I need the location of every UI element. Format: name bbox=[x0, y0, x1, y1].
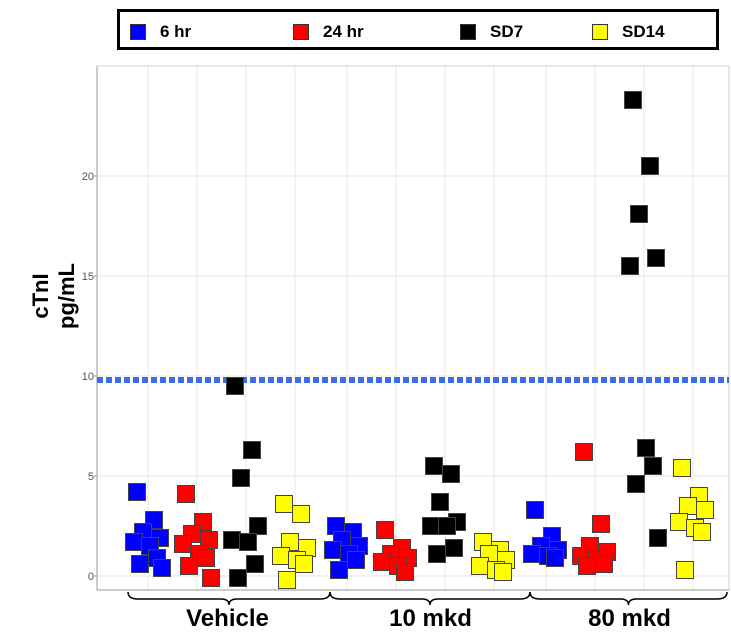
legend-label-sd14: SD14 bbox=[622, 22, 665, 41]
data-point-24hr-2-1 bbox=[592, 515, 610, 533]
data-point-SD7-1-7 bbox=[428, 545, 446, 563]
data-point-SD14-0-4 bbox=[272, 547, 290, 565]
data-point-SD7-0-5 bbox=[239, 533, 257, 551]
data-point-SD14-0-7 bbox=[278, 571, 296, 589]
y-axis-label-line-2: pg/mL bbox=[54, 263, 79, 329]
data-point-6hr-0-7 bbox=[131, 555, 149, 573]
data-point-24hr-1-0 bbox=[376, 521, 394, 539]
legend-item-6hr: 6 hr bbox=[130, 22, 191, 42]
group-brace-0 bbox=[127, 591, 331, 606]
data-point-6hr-0-8 bbox=[153, 559, 171, 577]
data-point-SD14-2-6 bbox=[693, 523, 711, 541]
data-point-6hr-2-4 bbox=[523, 545, 541, 563]
data-point-SD7-0-7 bbox=[229, 569, 247, 587]
legend-label-24hr: 24 hr bbox=[323, 22, 364, 41]
group-brace-2 bbox=[529, 591, 728, 606]
data-point-6hr-2-6 bbox=[546, 549, 564, 567]
data-point-SD14-0-1 bbox=[292, 505, 310, 523]
y-tick-label-20: 20 bbox=[82, 171, 94, 183]
data-point-SD7-2-4 bbox=[621, 257, 639, 275]
data-point-SD14-2-7 bbox=[676, 561, 694, 579]
data-point-24hr-0-8 bbox=[202, 569, 220, 587]
y-tick-label-10: 10 bbox=[82, 371, 94, 383]
data-point-SD7-1-1 bbox=[442, 465, 460, 483]
data-point-24hr-2-7 bbox=[578, 557, 596, 575]
data-point-6hr-1-4 bbox=[324, 541, 342, 559]
data-point-6hr-2-0 bbox=[526, 501, 544, 519]
data-point-SD14-0-0 bbox=[275, 495, 293, 513]
group-brace-1 bbox=[329, 591, 531, 606]
data-point-SD7-2-1 bbox=[641, 157, 659, 175]
data-point-SD7-0-2 bbox=[232, 469, 250, 487]
data-point-SD7-1-0 bbox=[425, 457, 443, 475]
legend-swatch-sd14 bbox=[592, 24, 608, 40]
data-point-SD7-2-0 bbox=[624, 91, 642, 109]
data-point-SD7-2-3 bbox=[647, 249, 665, 267]
data-point-6hr-0-4 bbox=[125, 533, 143, 551]
data-point-SD7-2-2 bbox=[630, 205, 648, 223]
data-point-SD14-1-4 bbox=[471, 557, 489, 575]
data-point-SD7-1-2 bbox=[431, 493, 449, 511]
group-label-10mkd: 10 mkd bbox=[389, 605, 472, 632]
data-point-SD14-2-3 bbox=[696, 501, 714, 519]
data-point-24hr-2-6 bbox=[595, 555, 613, 573]
data-point-SD7-2-6 bbox=[644, 457, 662, 475]
group-label-vehicle: Vehicle bbox=[186, 605, 269, 632]
data-point-SD7-0-0 bbox=[226, 377, 244, 395]
data-point-24hr-1-6 bbox=[396, 563, 414, 581]
data-point-SD7-2-5 bbox=[637, 439, 655, 457]
data-point-SD7-1-5 bbox=[438, 517, 456, 535]
legend-item-sd14: SD14 bbox=[592, 22, 665, 42]
y-tick-label-15: 15 bbox=[82, 271, 94, 283]
data-point-SD14-1-6 bbox=[494, 563, 512, 581]
data-point-SD7-1-4 bbox=[422, 517, 440, 535]
data-point-24hr-0-0 bbox=[177, 485, 195, 503]
data-point-24hr-1-4 bbox=[373, 553, 391, 571]
data-point-SD14-2-0 bbox=[673, 459, 691, 477]
data-point-SD14-2-4 bbox=[670, 513, 688, 531]
data-point-6hr-0-0 bbox=[128, 483, 146, 501]
legend-swatch-24hr bbox=[293, 24, 309, 40]
legend-swatch-sd7 bbox=[460, 24, 476, 40]
legend-label-sd7: SD7 bbox=[490, 22, 524, 41]
data-point-SD7-0-6 bbox=[246, 555, 264, 573]
legend: 6 hr 24 hr SD7 SD14 bbox=[117, 9, 719, 50]
legend-swatch-6hr bbox=[130, 24, 146, 40]
data-point-SD7-1-6 bbox=[445, 539, 463, 557]
data-point-SD7-0-1 bbox=[243, 441, 261, 459]
data-point-24hr-0-7 bbox=[180, 557, 198, 575]
y-axis-label-line-1: cTnI bbox=[28, 273, 53, 319]
group-label-80mkd: 80 mkd bbox=[588, 605, 671, 632]
data-point-24hr-0-6 bbox=[197, 549, 215, 567]
data-point-6hr-1-6 bbox=[347, 551, 365, 569]
data-point-SD7-2-8 bbox=[649, 529, 667, 547]
data-point-SD7-0-4 bbox=[223, 531, 241, 549]
data-point-6hr-1-7 bbox=[330, 561, 348, 579]
data-point-SD7-0-3 bbox=[249, 517, 267, 535]
y-axis-label: cTnI pg/mL bbox=[28, 256, 80, 336]
legend-label-6hr: 6 hr bbox=[160, 22, 192, 41]
legend-item-sd7: SD7 bbox=[460, 22, 523, 42]
data-point-24hr-0-4 bbox=[174, 535, 192, 553]
data-point-SD14-0-6 bbox=[295, 555, 313, 573]
y-tick-label-5: 5 bbox=[88, 471, 94, 483]
data-point-24hr-0-3 bbox=[200, 531, 218, 549]
data-point-SD7-2-7 bbox=[627, 475, 645, 493]
data-point-24hr-2-0 bbox=[575, 443, 593, 461]
data-point-SD14-2-2 bbox=[679, 497, 697, 515]
legend-item-24hr: 24 hr bbox=[293, 22, 364, 42]
y-tick-label-0: 0 bbox=[88, 571, 94, 583]
